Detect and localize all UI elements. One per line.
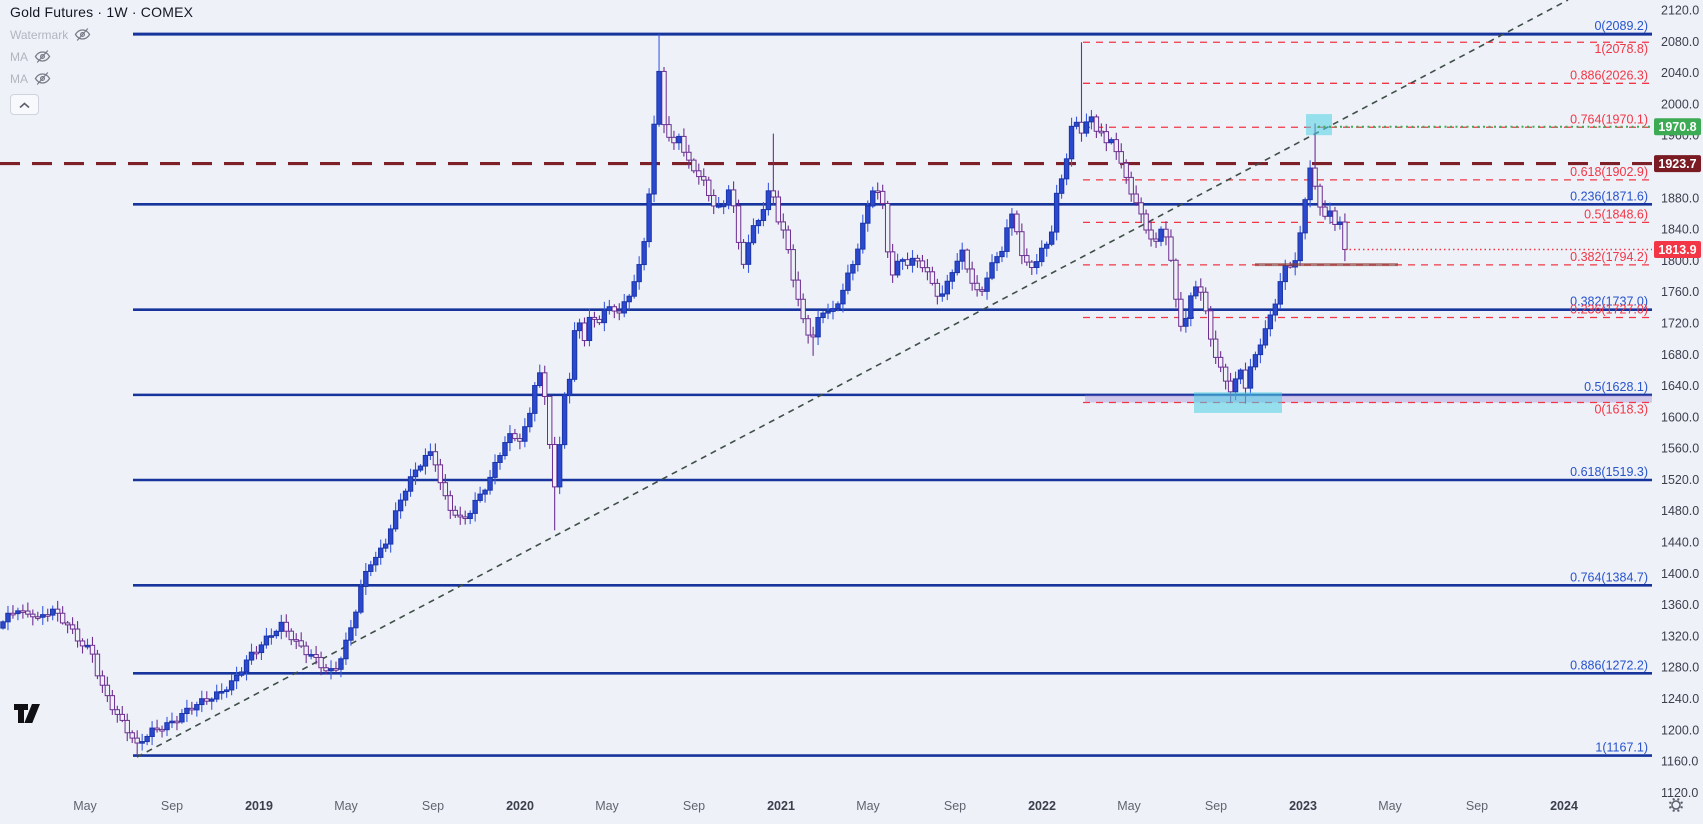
legend-row-watermark: Watermark — [10, 27, 193, 42]
svg-text:2022: 2022 — [1028, 799, 1056, 813]
svg-text:1640.0: 1640.0 — [1661, 379, 1699, 393]
svg-text:0.5(1848.6): 0.5(1848.6) — [1584, 207, 1648, 221]
svg-text:2023: 2023 — [1289, 799, 1317, 813]
svg-text:0(1618.3): 0(1618.3) — [1594, 403, 1648, 417]
svg-text:1520.0: 1520.0 — [1661, 473, 1699, 487]
price-zone-band — [1085, 394, 1652, 403]
svg-text:1440.0: 1440.0 — [1661, 536, 1699, 550]
highlight-box[interactable] — [1306, 114, 1332, 136]
svg-text:1840.0: 1840.0 — [1661, 223, 1699, 237]
svg-text:0.236(1727.0): 0.236(1727.0) — [1570, 302, 1648, 316]
svg-text:0.886(2026.3): 0.886(2026.3) — [1570, 68, 1648, 82]
svg-text:1200.0: 1200.0 — [1661, 723, 1699, 737]
symbol-title[interactable]: Gold Futures · 1W · COMEX — [10, 4, 194, 20]
svg-text:0.618(1519.3): 0.618(1519.3) — [1570, 465, 1648, 479]
svg-text:Sep: Sep — [1205, 799, 1227, 813]
legend-row-ma2: MA — [10, 71, 193, 86]
eye-off-icon[interactable] — [34, 71, 51, 86]
svg-text:May: May — [856, 799, 880, 813]
svg-text:1320.0: 1320.0 — [1661, 629, 1699, 643]
svg-text:1280.0: 1280.0 — [1661, 661, 1699, 675]
svg-text:May: May — [73, 799, 97, 813]
legend-row-ma1: MA — [10, 49, 193, 64]
svg-text:2120.0: 2120.0 — [1661, 4, 1699, 18]
svg-text:1400.0: 1400.0 — [1661, 567, 1699, 581]
price-badge: 1970.8 — [1654, 118, 1701, 136]
overlays-layer[interactable] — [1194, 114, 1652, 413]
svg-text:Sep: Sep — [944, 799, 966, 813]
ma1-label: MA — [10, 49, 28, 64]
svg-text:1480.0: 1480.0 — [1661, 504, 1699, 518]
svg-text:1680.0: 1680.0 — [1661, 348, 1699, 362]
fib-retracement-blue[interactable]: 0(2089.2) 0.236(1871.6) 0.382(1737.0) 0.5(1… — [133, 19, 1652, 757]
time-axis[interactable]: May Sep 2019 May Sep 2020 May Sep 2021 May Sep 2022… — [73, 797, 1684, 813]
svg-text:0.382(1737.0): 0.382(1737.0) — [1570, 295, 1648, 309]
svg-text:1720.0: 1720.0 — [1661, 316, 1699, 330]
svg-text:0.764(1384.7): 0.764(1384.7) — [1570, 570, 1648, 584]
svg-text:Sep: Sep — [683, 799, 705, 813]
svg-text:1120.0: 1120.0 — [1661, 786, 1698, 800]
svg-text:1360.0: 1360.0 — [1661, 598, 1699, 612]
price-badge: 1923.7 — [1654, 155, 1701, 173]
svg-text:1813.9: 1813.9 — [1658, 243, 1696, 257]
svg-text:0(2089.2): 0(2089.2) — [1594, 19, 1648, 33]
svg-text:1560.0: 1560.0 — [1661, 442, 1699, 456]
svg-text:1970.8: 1970.8 — [1658, 120, 1696, 134]
svg-text:0.236(1871.6): 0.236(1871.6) — [1570, 189, 1648, 203]
svg-text:1600.0: 1600.0 — [1661, 410, 1699, 424]
eye-off-icon[interactable] — [34, 49, 51, 64]
trendline[interactable] — [136, 0, 1569, 758]
svg-text:0.618(1902.9): 0.618(1902.9) — [1570, 165, 1648, 179]
candles-layer — [0, 34, 1348, 756]
svg-text:0.764(1970.1): 0.764(1970.1) — [1570, 112, 1648, 126]
svg-text:2040.0: 2040.0 — [1661, 66, 1699, 80]
ma2-label: MA — [10, 71, 28, 86]
svg-text:2019: 2019 — [245, 799, 273, 813]
svg-text:0.886(1272.2): 0.886(1272.2) — [1570, 658, 1648, 672]
svg-text:2020: 2020 — [506, 799, 534, 813]
tradingview-logo[interactable] — [13, 703, 47, 734]
svg-text:Sep: Sep — [1466, 799, 1488, 813]
watermark-label: Watermark — [10, 27, 69, 42]
svg-text:1880.0: 1880.0 — [1661, 191, 1699, 205]
svg-text:May: May — [1378, 799, 1402, 813]
svg-text:1760.0: 1760.0 — [1661, 285, 1699, 299]
fib-retracement-red[interactable]: 1(2078.8) 0.886(2026.3) 0.764(1970.1) 0.618… — [1083, 41, 1652, 417]
chevron-up-icon — [19, 96, 30, 114]
price-axis[interactable]: 2120.02080.02040.02000.01960.01920.01880… — [1654, 4, 1701, 800]
svg-text:1923.7: 1923.7 — [1658, 157, 1696, 171]
highlight-box[interactable] — [1194, 392, 1282, 413]
eye-off-icon[interactable] — [74, 27, 91, 42]
legend-collapse-button[interactable] — [10, 94, 39, 115]
svg-text:May: May — [595, 799, 619, 813]
svg-text:Sep: Sep — [161, 799, 183, 813]
svg-text:1(2078.8): 1(2078.8) — [1594, 42, 1648, 56]
svg-text:1240.0: 1240.0 — [1661, 692, 1699, 706]
svg-text:1(1167.1): 1(1167.1) — [1595, 741, 1648, 755]
svg-text:2080.0: 2080.0 — [1661, 35, 1699, 49]
svg-text:1160.0: 1160.0 — [1661, 755, 1698, 769]
chart-legend: Gold Futures · 1W · COMEX Watermark MA M… — [10, 4, 193, 115]
gear-icon[interactable] — [1668, 797, 1684, 813]
price-badge: 1813.9 — [1654, 240, 1701, 258]
svg-text:2024: 2024 — [1550, 799, 1578, 813]
svg-text:2021: 2021 — [767, 799, 795, 813]
svg-text:Sep: Sep — [422, 799, 444, 813]
svg-text:May: May — [1117, 799, 1141, 813]
svg-text:0.382(1794.2): 0.382(1794.2) — [1570, 250, 1648, 264]
svg-text:0.5(1628.1): 0.5(1628.1) — [1584, 380, 1648, 394]
svg-text:May: May — [334, 799, 358, 813]
svg-text:2000.0: 2000.0 — [1661, 97, 1699, 111]
